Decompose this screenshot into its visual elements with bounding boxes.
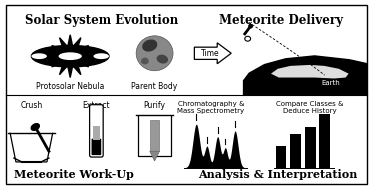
Text: Crush: Crush [20, 101, 42, 110]
Ellipse shape [32, 53, 47, 59]
Text: Solar System Evolution: Solar System Evolution [24, 15, 178, 27]
Text: Compare Classes &
Deduce History: Compare Classes & Deduce History [276, 101, 344, 114]
FancyBboxPatch shape [91, 139, 101, 155]
Polygon shape [150, 151, 159, 161]
Ellipse shape [248, 24, 253, 29]
Polygon shape [243, 55, 367, 95]
Text: Analysis & Interpretation: Analysis & Interpretation [198, 169, 358, 180]
Text: Parent Body: Parent Body [132, 82, 178, 91]
Ellipse shape [59, 52, 82, 60]
Ellipse shape [142, 40, 157, 52]
Ellipse shape [32, 46, 109, 67]
Ellipse shape [31, 124, 39, 130]
Text: Meteorite Delivery: Meteorite Delivery [219, 15, 343, 27]
Polygon shape [271, 65, 349, 78]
Text: Meteorite Work-Up: Meteorite Work-Up [14, 169, 134, 180]
Text: Time: Time [201, 49, 220, 58]
Ellipse shape [141, 58, 149, 64]
Text: Purify: Purify [144, 101, 165, 110]
Bar [150, 120, 159, 151]
Polygon shape [49, 35, 91, 77]
Bar [92, 126, 100, 140]
Ellipse shape [94, 53, 109, 59]
Bar [320, 114, 330, 168]
FancyBboxPatch shape [89, 105, 103, 157]
Ellipse shape [136, 36, 173, 71]
Ellipse shape [157, 55, 168, 64]
Polygon shape [194, 43, 231, 64]
Text: Protosolar Nebula: Protosolar Nebula [36, 82, 105, 91]
Bar [276, 146, 287, 168]
Bar [290, 134, 301, 168]
Text: Earth: Earth [322, 81, 341, 86]
Text: Extract: Extract [83, 101, 110, 110]
Text: Chromatography &
Mass Spectrometry: Chromatography & Mass Spectrometry [177, 101, 244, 114]
Bar [305, 127, 315, 168]
